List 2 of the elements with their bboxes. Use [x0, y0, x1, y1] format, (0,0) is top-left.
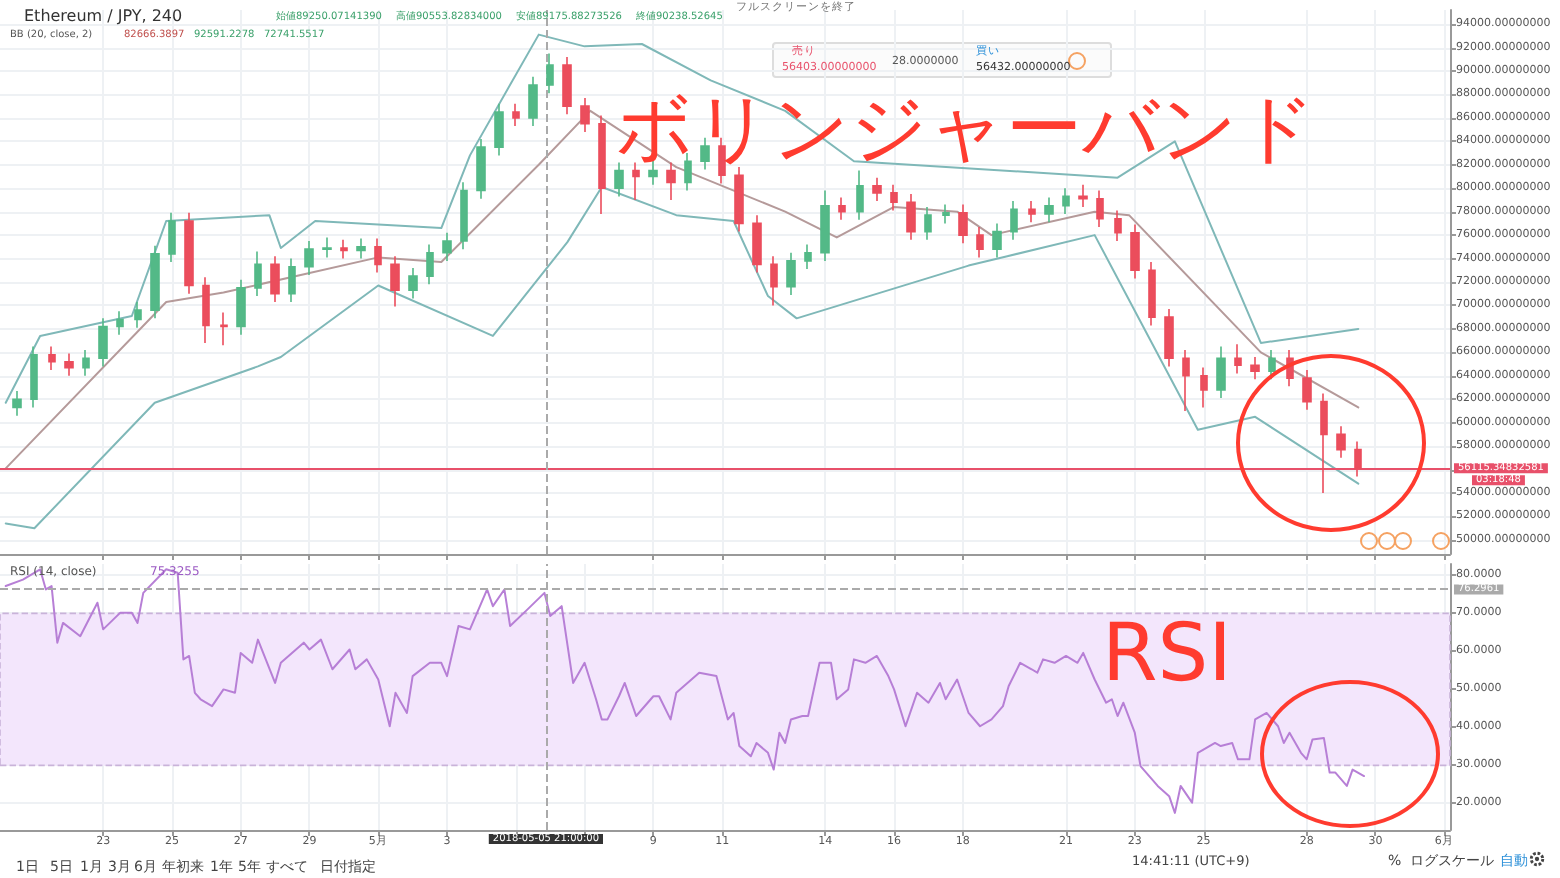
annotation: Ethereum / JPY, 240 [24, 7, 183, 25]
text: RSI [1102, 608, 1232, 700]
